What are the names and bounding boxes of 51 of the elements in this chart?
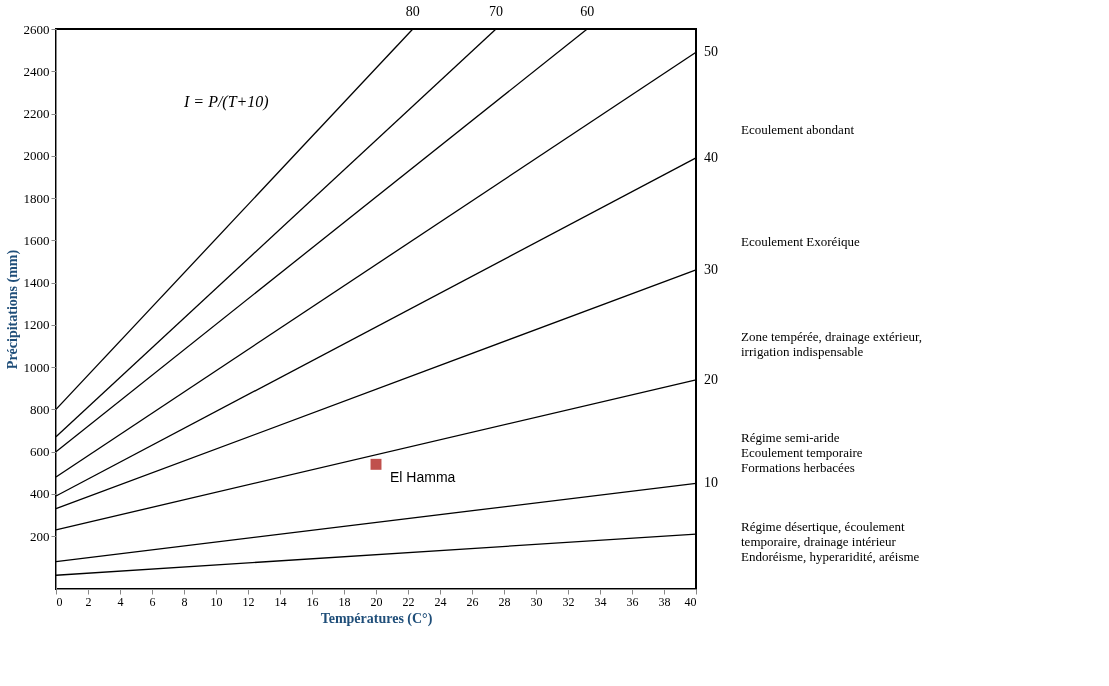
text: Ecoulement abondant <box>741 121 855 137</box>
x-tick-label: 24 <box>434 594 447 609</box>
x-tick-label: 40 <box>684 594 697 609</box>
y-tick-label: 800 <box>30 401 50 417</box>
y-tick-label: 600 <box>30 444 50 460</box>
x-tick-label: 34 <box>594 594 607 609</box>
x-tick-label: 16 <box>306 594 319 609</box>
series-label: 40 <box>704 149 718 165</box>
x-tick-label: 8 <box>181 594 188 609</box>
y-tick-label: 400 <box>30 486 50 502</box>
series-label: 50 <box>704 44 718 60</box>
y-tick-label: 1200 <box>23 317 50 333</box>
x-tick-label: 36 <box>626 594 639 609</box>
y-tick-label: 2200 <box>23 106 50 122</box>
x-tick-label: 12 <box>242 594 255 609</box>
y-tick-label: 2000 <box>23 148 50 164</box>
x-tick-label: 6 <box>149 594 156 609</box>
x-tick-label: 38 <box>658 594 671 609</box>
x-tick-label: 10 <box>210 594 223 609</box>
x-tick-label: 4 <box>117 594 124 609</box>
x-tick-label: 14 <box>274 594 287 609</box>
series-label: 60 <box>580 4 595 19</box>
x-tick-label: 26 <box>466 594 479 609</box>
y-tick-label: 1800 <box>23 190 50 206</box>
text: Régime désertique, écoulement temporaire, drainage intérieur Endoréisme, hyperaridité, aréisme <box>741 519 920 565</box>
series-label: 30 <box>704 261 718 277</box>
series-label: 80 <box>405 4 420 19</box>
series-label: El Hamma <box>390 469 456 486</box>
x-tick-label: 28 <box>498 594 511 609</box>
y-tick-label: 200 <box>30 528 50 544</box>
y-tick-label: 1400 <box>23 275 50 291</box>
x-tick-label: 18 <box>338 594 351 609</box>
x-tick-label: 20 <box>370 594 383 609</box>
y-tick-label: 2400 <box>23 63 50 79</box>
series-label: 20 <box>704 371 718 387</box>
series-label: 70 <box>489 4 503 19</box>
annotation: I = P/(T+10) <box>183 92 269 111</box>
series-label: 10 <box>704 475 718 491</box>
text: Ecoulement Exoréique <box>741 233 860 249</box>
x-tick-label: 30 <box>530 594 543 609</box>
x-tick-label: 2 <box>85 594 92 609</box>
x-tick-label: 22 <box>402 594 415 609</box>
x-axis-title: Températures (C°) <box>320 610 433 627</box>
y-tick-label: 1600 <box>23 232 50 248</box>
text: Régime semi-aride Ecoulement temporaire Formations herbacées <box>741 429 863 475</box>
y-axis-title: Précipitations (mm) <box>4 249 21 370</box>
y-tick-label: 1000 <box>23 359 50 375</box>
x-tick-label: 0 <box>56 594 63 609</box>
x-tick-label: 32 <box>562 594 575 609</box>
y-tick-label: 2600 <box>23 21 50 37</box>
text: Zone tempérée, drainage extérieur, irrigation indispensable <box>741 329 923 359</box>
